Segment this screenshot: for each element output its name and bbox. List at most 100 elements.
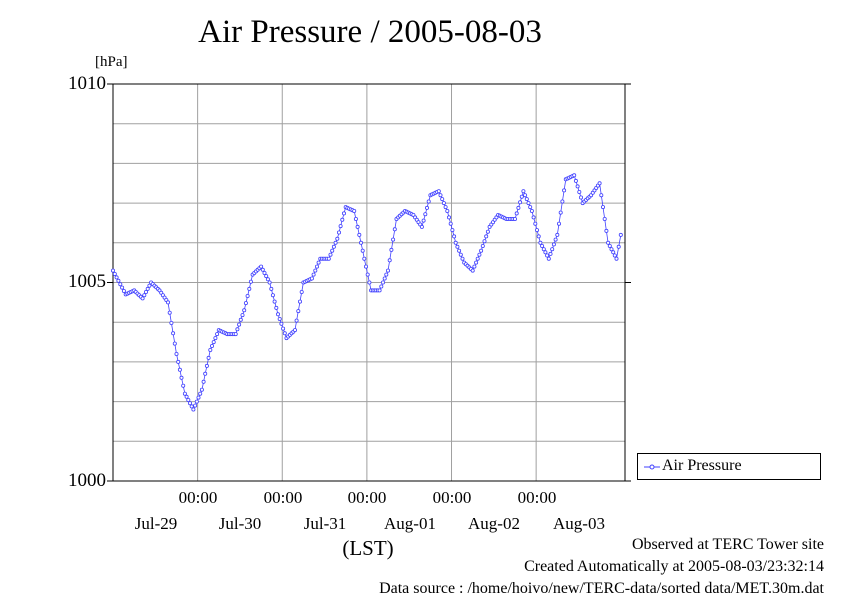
data-point: [597, 181, 602, 186]
data-point: [260, 267, 265, 272]
data-point: [142, 293, 147, 298]
data-point: [267, 280, 272, 285]
plot-frame: [112, 83, 626, 482]
data-point: [573, 178, 578, 183]
data-point: [112, 271, 117, 276]
data-point: [215, 332, 220, 337]
data-point: [599, 193, 604, 198]
data-point: [443, 205, 448, 210]
data-point: [602, 216, 607, 221]
x-date-label: Aug-03: [553, 514, 605, 533]
data-point: [314, 264, 319, 269]
data-point: [479, 248, 484, 253]
data-point: [362, 256, 367, 261]
data-point: [579, 195, 584, 200]
data-point: [514, 211, 519, 216]
data-point: [477, 252, 482, 257]
data-point: [457, 248, 462, 253]
data-point: [245, 293, 250, 298]
data-point: [277, 316, 282, 321]
data-point: [384, 272, 389, 277]
data-point: [171, 331, 176, 336]
data-point: [513, 216, 518, 221]
data-point: [265, 277, 270, 282]
data-point: [279, 321, 284, 326]
data-point: [604, 228, 609, 233]
footer-source: Data source : /home/hoivo/new/TERC-data/…: [379, 580, 824, 597]
data-point: [311, 272, 316, 277]
data-point: [194, 399, 199, 404]
data-point: [460, 256, 465, 261]
data-point: [616, 244, 621, 249]
data-point: [367, 280, 372, 285]
x-time-label: 00:00: [347, 488, 387, 507]
data-point: [546, 256, 551, 261]
data-point: [550, 247, 555, 252]
data-point: [211, 340, 216, 345]
data-point: [392, 227, 397, 232]
data-point: [181, 383, 186, 388]
data-point: [292, 328, 297, 333]
data-point: [518, 200, 523, 205]
data-point: [309, 276, 314, 281]
data-point: [182, 391, 187, 396]
data-point: [331, 244, 336, 249]
data-point: [609, 247, 614, 252]
data-point: [176, 359, 181, 364]
data-point: [480, 243, 485, 248]
data-point: [543, 250, 548, 255]
data-point: [296, 309, 301, 314]
data-point: [441, 201, 446, 206]
data-point: [519, 194, 524, 199]
data-point: [618, 232, 623, 237]
data-point: [551, 242, 556, 247]
data-point: [186, 397, 191, 402]
data-point: [526, 201, 531, 206]
data-point: [524, 197, 529, 202]
data-point: [118, 282, 123, 287]
y-tick-label: 1000: [68, 470, 106, 491]
x-date-label: Aug-01: [384, 514, 436, 533]
data-point: [482, 239, 487, 244]
legend-label: Air Pressure: [662, 457, 742, 474]
data-point: [446, 215, 451, 220]
data-point: [237, 322, 242, 327]
data-point: [607, 243, 612, 248]
x-time-label: 00:00: [263, 488, 303, 507]
data-point: [243, 301, 248, 306]
x-axis-label: (LST): [342, 536, 394, 560]
data-point: [545, 253, 550, 258]
data-point: [189, 404, 194, 409]
data-point: [470, 268, 475, 273]
data-point: [453, 240, 458, 245]
data-point: [572, 173, 577, 178]
data-point: [145, 286, 150, 291]
x-time-label: 00:00: [178, 488, 218, 507]
x-date-label: Jul-31: [303, 514, 347, 533]
data-point: [357, 232, 362, 237]
data-point: [111, 268, 116, 273]
data-point: [333, 240, 338, 245]
data-point: [233, 332, 238, 337]
data-point: [382, 276, 387, 281]
data-point: [472, 264, 477, 269]
data-point: [557, 221, 562, 226]
x-date-label: Jul-30: [218, 514, 262, 533]
data-point: [335, 236, 340, 241]
data-point: [272, 299, 277, 304]
data-point: [193, 403, 198, 408]
data-point: [423, 212, 428, 217]
data-point: [177, 367, 182, 372]
data-point: [191, 407, 196, 412]
data-point: [341, 211, 346, 216]
data-point: [538, 240, 543, 245]
data-point: [533, 221, 538, 226]
data-point: [281, 326, 286, 331]
data-point: [380, 280, 385, 285]
data-point: [516, 205, 521, 210]
data-point: [540, 243, 545, 248]
data-point: [238, 317, 243, 322]
data-point: [275, 312, 280, 317]
data-point: [196, 395, 201, 400]
data-point: [316, 260, 321, 265]
